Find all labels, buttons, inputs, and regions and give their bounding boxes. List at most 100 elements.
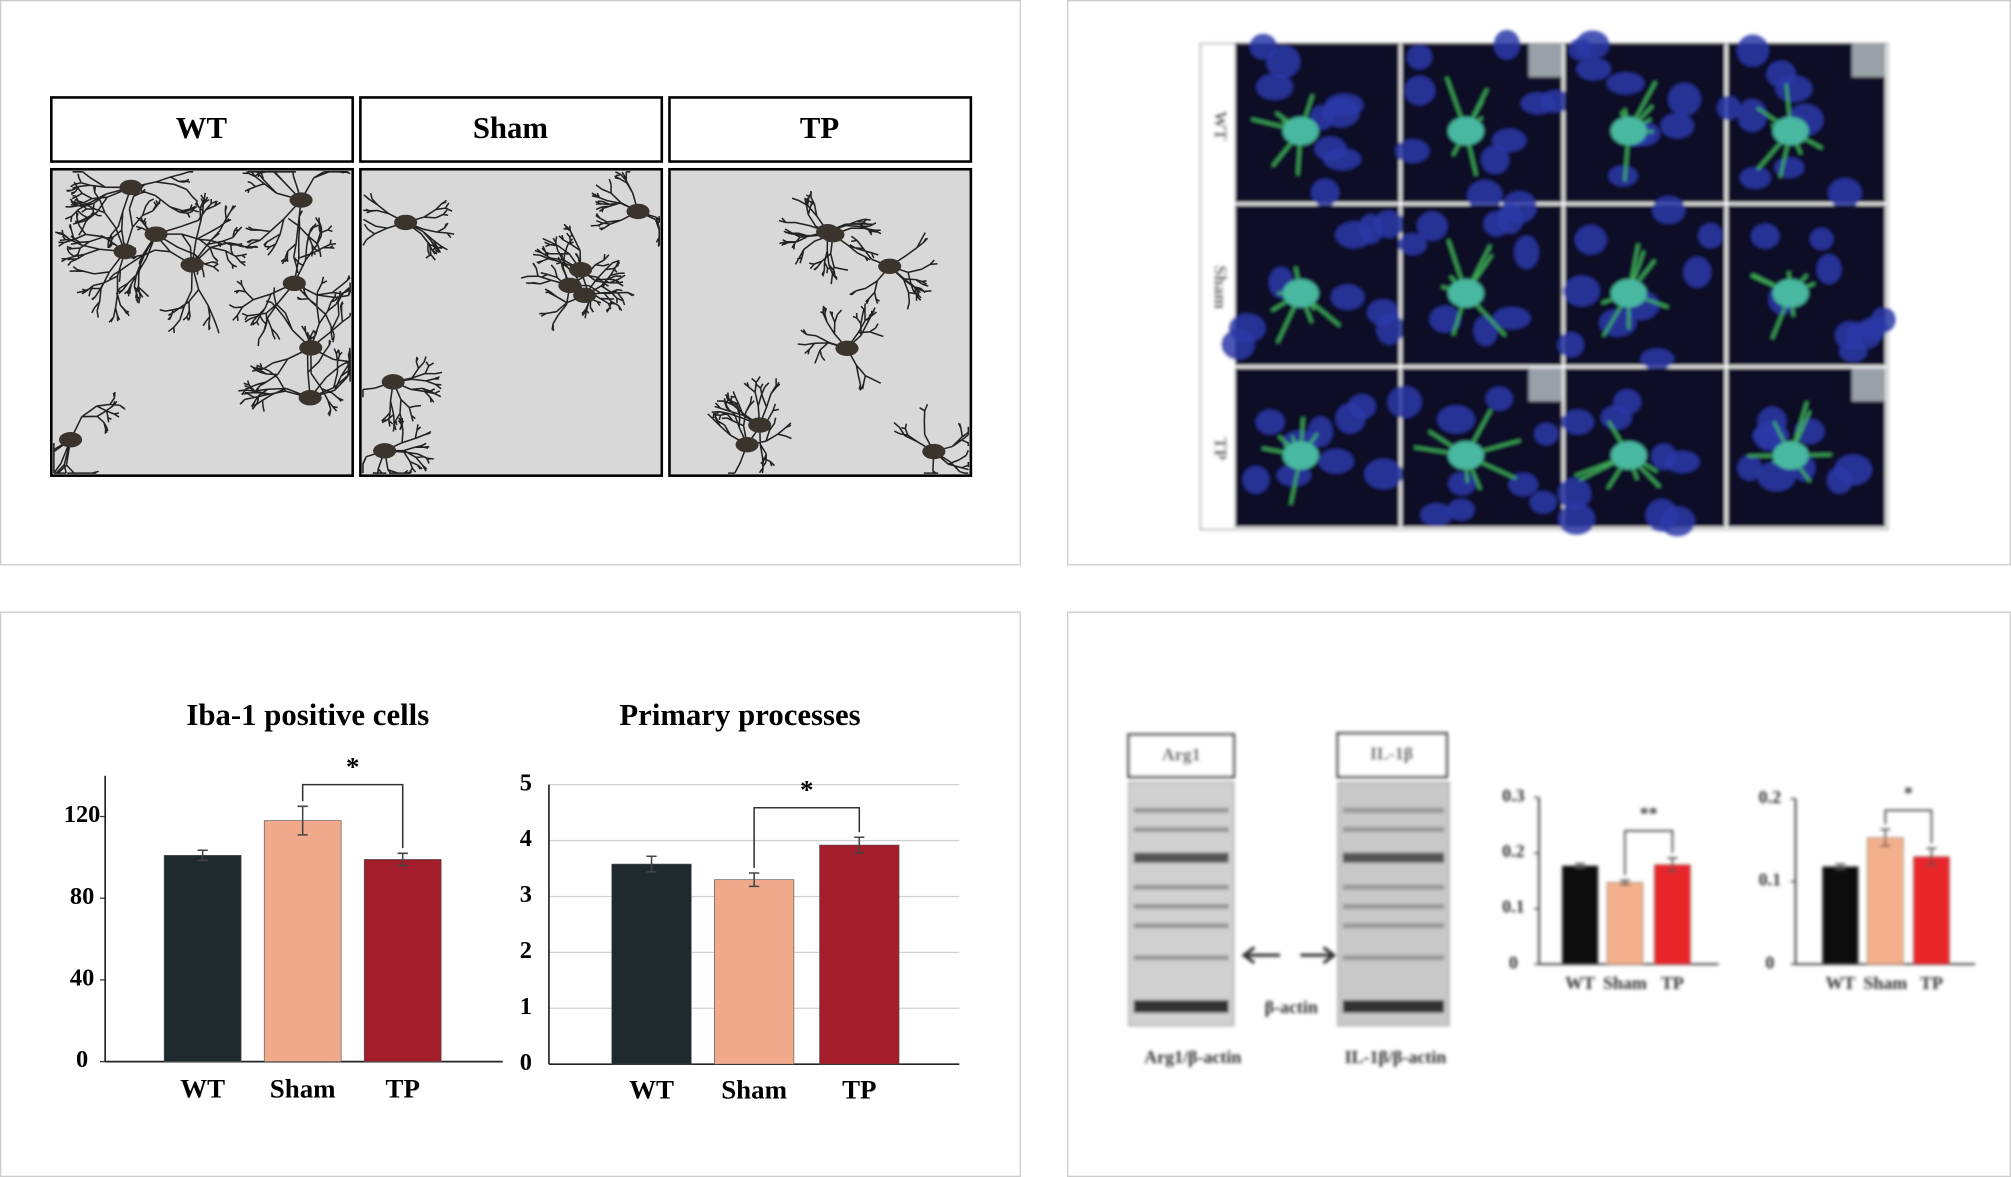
loading-control-label: β-actin: [1265, 997, 1318, 1017]
blot-label-box: [1127, 733, 1236, 779]
y-tick-label: 40: [70, 965, 94, 992]
microglia-soma: [299, 340, 323, 356]
y-tick-label: 0.2: [1502, 841, 1524, 861]
nucleus: [1492, 128, 1527, 153]
nucleus: [1473, 315, 1498, 346]
nucleus: [1751, 223, 1780, 249]
error-bar: [1574, 862, 1586, 869]
bar: [714, 879, 795, 1065]
nucleus: [1766, 60, 1796, 88]
y-tick-label: 80: [70, 883, 94, 910]
nucleus: [1739, 167, 1771, 189]
bar: [611, 863, 692, 1065]
nucleus: [1485, 386, 1513, 411]
blot-band: [1133, 955, 1229, 961]
microglia-soma: [289, 192, 313, 208]
nucleus: [1311, 178, 1340, 207]
microglia-soma: [59, 432, 83, 448]
blot-label-box: [1336, 732, 1448, 779]
nucleus: [1668, 82, 1701, 116]
cell-body: [1772, 279, 1809, 308]
row-label: Sham: [1210, 265, 1230, 309]
nucleus: [1613, 389, 1642, 415]
cell-body: [1610, 441, 1647, 470]
x-tick-label: WT: [180, 1073, 225, 1103]
nucleus: [1794, 418, 1825, 444]
nucleus: [1330, 284, 1365, 310]
nucleus: [1335, 403, 1366, 434]
microglia-stain: [1747, 401, 1832, 483]
significance-label: *: [1904, 783, 1913, 803]
nucleus: [1558, 503, 1596, 535]
nucleus: [1318, 448, 1354, 474]
inset: [1528, 43, 1563, 77]
x-tick-label: TP: [1661, 973, 1684, 993]
nucleus: [1561, 409, 1594, 435]
bar: [1561, 865, 1599, 965]
bar: [1822, 866, 1859, 965]
significance-bracket: [753, 806, 861, 868]
microglia-soma: [373, 443, 397, 459]
nucleus: [1640, 348, 1674, 370]
microglia-soma: [119, 179, 143, 196]
x-tick-label: TP: [386, 1073, 420, 1103]
nucleus: [1774, 157, 1805, 178]
x-tick-label: WT: [629, 1075, 674, 1105]
nucleus: [1325, 93, 1364, 117]
blot-band: [1342, 1000, 1445, 1013]
nucleus: [1416, 211, 1448, 241]
label-box: [668, 96, 973, 163]
microglia-soma: [748, 417, 772, 433]
nucleus: [1437, 405, 1476, 434]
y-tick-label: 0.1: [1759, 870, 1781, 890]
blot-band: [1133, 923, 1229, 929]
significance-label: **: [1640, 804, 1658, 824]
nucleus: [1395, 139, 1430, 163]
nucleus: [1717, 95, 1741, 120]
cell-body: [1610, 116, 1647, 146]
y-tick-label: 0: [1509, 952, 1518, 972]
panel-a: WT Sham TP: [50, 96, 973, 477]
error-bar: [397, 852, 408, 867]
blot-band: [1342, 955, 1445, 961]
inset: [1851, 367, 1886, 402]
nucleus: [1447, 499, 1475, 521]
nucleus: [1483, 211, 1510, 237]
blot-band: [1133, 807, 1229, 813]
caption: IL-1β/β-actin: [1345, 1047, 1447, 1067]
micrograph: [668, 167, 973, 477]
chart: 0 0.1 0.2 0.3 WT Sham TP **: [1502, 786, 1719, 993]
nucleus: [1698, 223, 1724, 249]
error-bar: [297, 805, 308, 836]
chart-title: Primary processes: [619, 698, 860, 732]
y-tick-label: 120: [64, 801, 101, 828]
group-label: Sham: [473, 111, 549, 145]
chart: Iba-1 positive cells 0 40 80 120 WT Sham TP *: [64, 698, 503, 1103]
nucleus: [1683, 256, 1712, 288]
nucleus: [1387, 385, 1422, 419]
error-bar: [1926, 847, 1937, 866]
nucleus: [1645, 499, 1678, 532]
fluorescence-tile: [1564, 367, 1725, 527]
nucleus: [1481, 145, 1510, 174]
chart: 0 0.1 0.2 WT Sham TP *: [1759, 783, 1976, 993]
cell-body: [1610, 279, 1647, 308]
row-label: TP: [1210, 437, 1230, 460]
microglia-soma: [394, 214, 418, 231]
significance-label: *: [800, 775, 813, 805]
cell-body: [1447, 116, 1484, 146]
error-bar: [854, 836, 865, 854]
microglia-soma: [381, 374, 405, 390]
group-label: TP: [800, 111, 839, 145]
nucleus: [1563, 275, 1601, 307]
microglia-soma: [735, 436, 759, 453]
blot-band: [1342, 884, 1445, 890]
caption: Arg1/β-actin: [1144, 1047, 1241, 1067]
nucleus: [1492, 307, 1531, 330]
blot-band: [1133, 826, 1229, 833]
bar: [163, 855, 242, 1062]
label-box: [359, 96, 664, 163]
chart: Primary processes 0 1 2 3 4 5 WT Sham TP *: [520, 698, 960, 1105]
